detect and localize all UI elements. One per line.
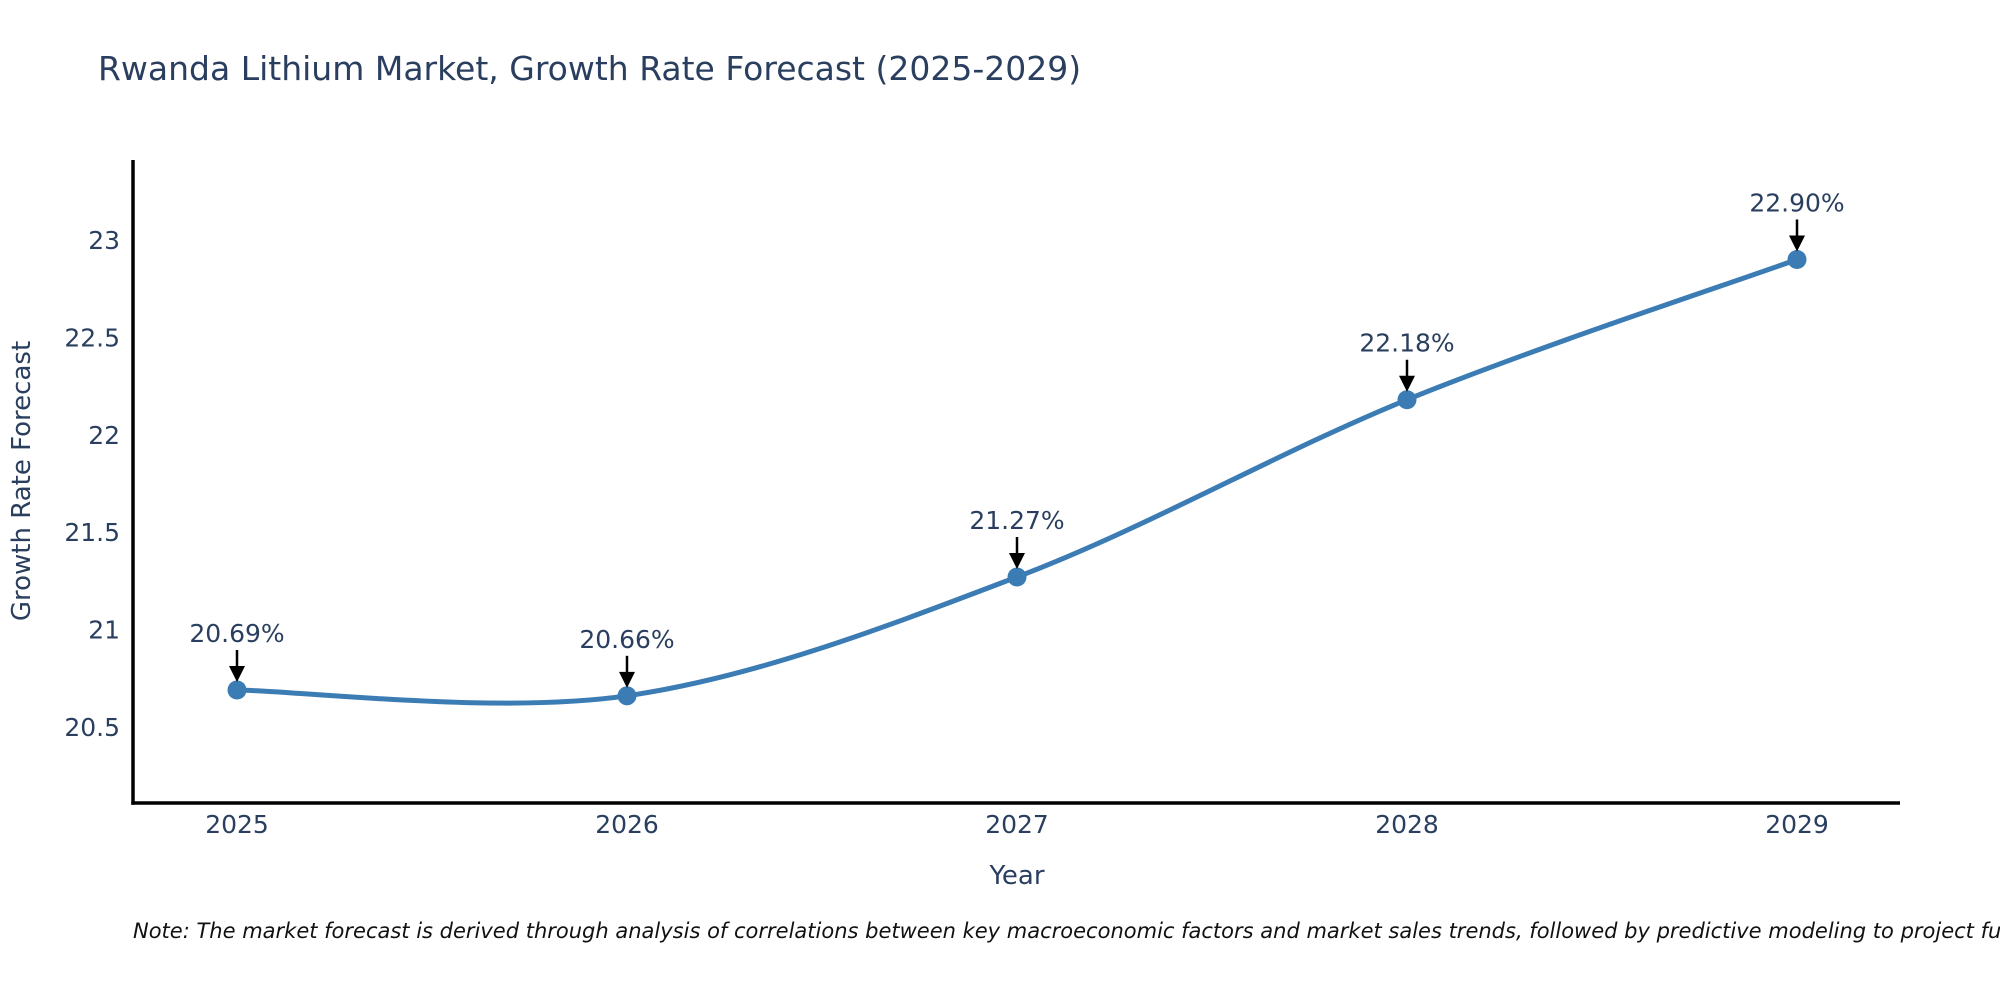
growth-rate-line [234, 257, 1800, 706]
x-tick-label: 2025 [205, 810, 269, 839]
x-tick-label: 2027 [985, 810, 1049, 839]
data-point-marker [227, 680, 247, 700]
data-point-marker [1007, 567, 1027, 587]
y-tick-label: 21 [88, 616, 120, 645]
y-tick-label: 22.5 [64, 323, 120, 352]
x-tick-label: 2029 [1765, 810, 1829, 839]
data-point-marker [1787, 249, 1807, 269]
annotation-arrowhead-icon [1399, 375, 1415, 392]
chart-title: Rwanda Lithium Market, Growth Rate Forec… [98, 49, 1081, 88]
x-tick-label: 2028 [1375, 810, 1439, 839]
point-value-label: 21.27% [969, 506, 1064, 535]
y-axis-tick-labels: 20.5 21 21.5 22 22.5 23 [64, 226, 120, 742]
data-series [227, 249, 1807, 706]
point-value-label: 22.90% [1749, 188, 1844, 217]
annotation-arrowhead-icon [1009, 553, 1025, 570]
point-value-label: 22.18% [1359, 329, 1454, 358]
footnote: Note: The market forecast is derived thr… [133, 919, 2000, 943]
data-point-marker [1397, 390, 1417, 410]
point-value-label: 20.69% [189, 619, 284, 648]
x-tick-label: 2026 [595, 810, 659, 839]
annotation-arrowhead-icon [619, 671, 635, 688]
point-annotations: 20.69% 20.66% 21.27% 22.18% 22.90% [189, 188, 1845, 688]
y-tick-label: 22 [88, 421, 120, 450]
x-axis-title: Year [988, 861, 1044, 891]
annotation-arrowhead-icon [1789, 235, 1805, 252]
y-tick-label: 20.5 [64, 713, 120, 742]
point-value-label: 20.66% [579, 625, 674, 654]
y-tick-label: 23 [88, 226, 120, 255]
y-tick-label: 21.5 [64, 518, 120, 547]
y-axis-title: Growth Rate Forecast [7, 341, 37, 621]
data-point-marker [617, 686, 637, 706]
annotation-arrowhead-icon [229, 665, 245, 682]
x-axis-tick-labels: 2025 2026 2027 2028 2029 [205, 810, 1829, 839]
